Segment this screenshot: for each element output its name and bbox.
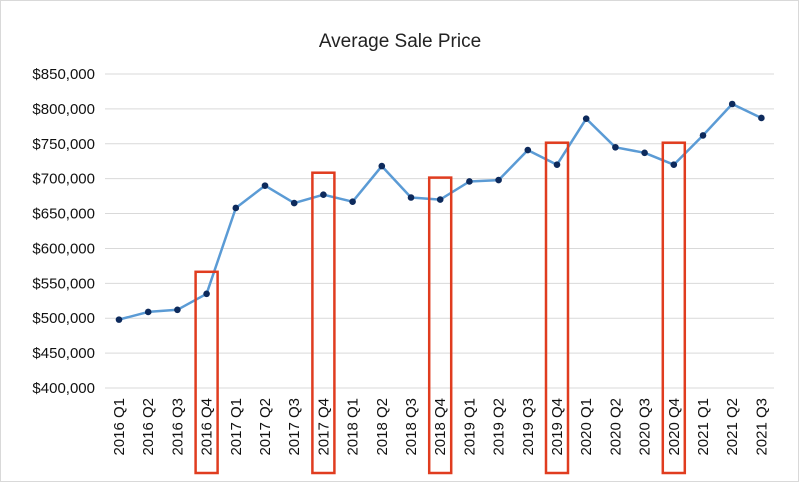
- x-tick-label: 2019 Q4: [549, 398, 566, 456]
- x-tick-label: 2018 Q2: [374, 398, 391, 456]
- x-tick-label: 2020 Q1: [578, 398, 595, 456]
- data-point: [349, 198, 356, 205]
- data-point: [320, 191, 327, 199]
- gridlines: [105, 73, 774, 389]
- data-point: [144, 308, 152, 316]
- x-tick-label: 2016 Q4: [199, 398, 216, 456]
- y-tick-label: $450,000: [32, 345, 95, 362]
- data-point: [378, 162, 386, 170]
- data-point: [641, 149, 648, 157]
- y-tick-label: $850,000: [32, 66, 95, 83]
- data-point: [699, 132, 707, 139]
- data-point: [670, 161, 678, 169]
- x-tick-label: 2018 Q4: [432, 398, 449, 456]
- y-tick-label: $400,000: [32, 380, 95, 397]
- x-axis-tick-labels: 2016 Q1 2016 Q2 2016 Q3 2016 Q4 2017 Q1 2017 …: [111, 398, 770, 456]
- highlight-boxes: [194, 141, 687, 475]
- data-point: [728, 100, 736, 108]
- y-tick-label: $550,000: [32, 275, 95, 292]
- data-point: [203, 290, 210, 298]
- data-point: [553, 161, 561, 169]
- x-tick-label: 2017 Q3: [286, 398, 303, 456]
- highlight-box: [661, 141, 687, 475]
- x-tick-label: 2019 Q3: [520, 398, 537, 456]
- x-tick-label: 2021 Q2: [724, 398, 741, 456]
- x-tick-label: 2016 Q1: [111, 398, 128, 456]
- x-tick-label: 2020 Q3: [637, 398, 654, 456]
- x-tick-label: 2017 Q1: [228, 398, 245, 456]
- data-point: [232, 204, 240, 212]
- data-point: [466, 178, 473, 185]
- x-tick-label: 2019 Q2: [491, 398, 508, 456]
- x-tick-label: 2018 Q1: [345, 398, 362, 456]
- highlight-box: [544, 141, 570, 475]
- y-tick-label: $700,000: [32, 171, 95, 188]
- data-point: [582, 115, 590, 122]
- y-tick-label: $800,000: [32, 101, 95, 118]
- data-point: [115, 316, 123, 323]
- highlight-box: [194, 270, 219, 475]
- data-point: [261, 182, 269, 189]
- x-tick-label: 2020 Q4: [666, 398, 683, 456]
- x-tick-label: 2017 Q2: [257, 398, 274, 456]
- chart-title: Average Sale Price: [319, 31, 481, 52]
- series-polyline: [118, 102, 762, 321]
- x-tick-label: 2016 Q2: [140, 398, 157, 456]
- x-tick-label: 2020 Q2: [607, 398, 624, 456]
- x-tick-label: 2019 Q1: [461, 398, 478, 456]
- x-tick-label: 2021 Q1: [695, 398, 712, 456]
- y-tick-label: $650,000: [32, 206, 95, 223]
- y-tick-label: $750,000: [32, 136, 95, 153]
- data-point: [495, 176, 502, 184]
- y-tick-label: $500,000: [32, 310, 95, 327]
- x-tick-label: 2021 Q3: [753, 398, 770, 456]
- data-point: [407, 194, 415, 201]
- data-point: [290, 199, 298, 207]
- series-line: [118, 102, 762, 321]
- x-tick-label: 2018 Q3: [403, 398, 420, 456]
- x-tick-label: 2016 Q3: [169, 398, 186, 456]
- data-point: [612, 143, 619, 151]
- x-tick-label: 2017 Q4: [315, 398, 332, 456]
- highlight-box: [311, 171, 336, 475]
- y-axis-tick-labels: $400,000 $450,000 $500,000 $550,000 $600,000…: [32, 66, 95, 397]
- y-tick-label: $600,000: [32, 240, 95, 257]
- highlight-box: [427, 176, 453, 475]
- data-point: [524, 146, 532, 154]
- data-point: [758, 114, 765, 122]
- data-point: [436, 196, 444, 203]
- series-markers: [115, 100, 765, 323]
- data-point: [174, 306, 181, 314]
